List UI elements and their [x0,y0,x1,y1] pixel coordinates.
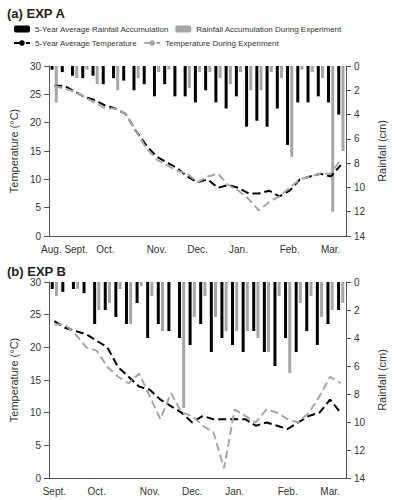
svg-text:Temperature During Experiment: Temperature During Experiment [165,39,279,48]
svg-text:Temperature (°C): Temperature (°C) [8,338,20,422]
svg-text:8: 8 [354,158,360,169]
svg-text:6: 6 [354,133,360,144]
svg-text:Feb.: Feb. [280,244,300,255]
svg-text:14: 14 [354,231,366,242]
svg-text:0: 0 [35,473,41,484]
svg-text:Dec.: Dec. [187,244,208,255]
svg-text:(a) EXP A: (a) EXP A [7,6,65,21]
svg-text:Oct.: Oct. [96,244,114,255]
svg-text:Mar.: Mar. [320,486,339,497]
svg-text:0: 0 [354,277,360,288]
svg-text:4: 4 [354,109,360,120]
svg-text:0: 0 [35,231,41,242]
svg-text:25: 25 [30,309,42,320]
svg-text:(b) EXP B: (b) EXP B [7,264,66,279]
svg-text:10: 10 [354,417,366,428]
svg-text:Nov.: Nov. [147,244,167,255]
svg-text:Sept.: Sept. [43,486,66,497]
svg-text:Jan.: Jan. [225,486,244,497]
svg-text:5-Year Average Temperature: 5-Year Average Temperature [35,39,137,48]
svg-text:Mar.: Mar. [321,244,340,255]
svg-text:Temperature (°C): Temperature (°C) [8,109,20,193]
svg-text:Rainfall (cm): Rainfall (cm) [376,349,388,411]
svg-text:4: 4 [354,333,360,344]
svg-text:8: 8 [354,389,360,400]
svg-text:Feb.: Feb. [278,486,298,497]
svg-text:0: 0 [354,61,360,72]
svg-text:20: 20 [30,117,42,128]
svg-text:20: 20 [30,342,42,353]
svg-text:Oct.: Oct. [88,486,106,497]
svg-text:Rainfall Accumulation During E: Rainfall Accumulation During Experiment [196,25,342,34]
svg-text:Nov.: Nov. [140,486,160,497]
svg-text:15: 15 [30,146,42,157]
svg-text:12: 12 [354,445,366,456]
svg-text:Dec.: Dec. [182,486,203,497]
svg-text:10: 10 [30,174,42,185]
svg-text:2: 2 [354,85,360,96]
svg-text:Aug. Sept.: Aug. Sept. [41,244,88,255]
svg-text:6: 6 [354,361,360,372]
svg-text:5: 5 [35,440,41,451]
svg-text:14: 14 [354,473,366,484]
svg-text:2: 2 [354,305,360,316]
svg-text:Rainfall (cm): Rainfall (cm) [376,120,388,182]
svg-text:Jan.: Jan. [229,244,248,255]
svg-text:12: 12 [354,206,366,217]
svg-text:15: 15 [30,375,42,386]
svg-text:30: 30 [30,61,42,72]
svg-text:5: 5 [35,202,41,213]
svg-text:30: 30 [29,276,41,288]
svg-text:10: 10 [30,407,42,418]
svg-text:5-Year Average Rainfall Accumu: 5-Year Average Rainfall Accumulation [35,25,168,34]
svg-text:25: 25 [30,89,42,100]
svg-text:10: 10 [354,182,366,193]
